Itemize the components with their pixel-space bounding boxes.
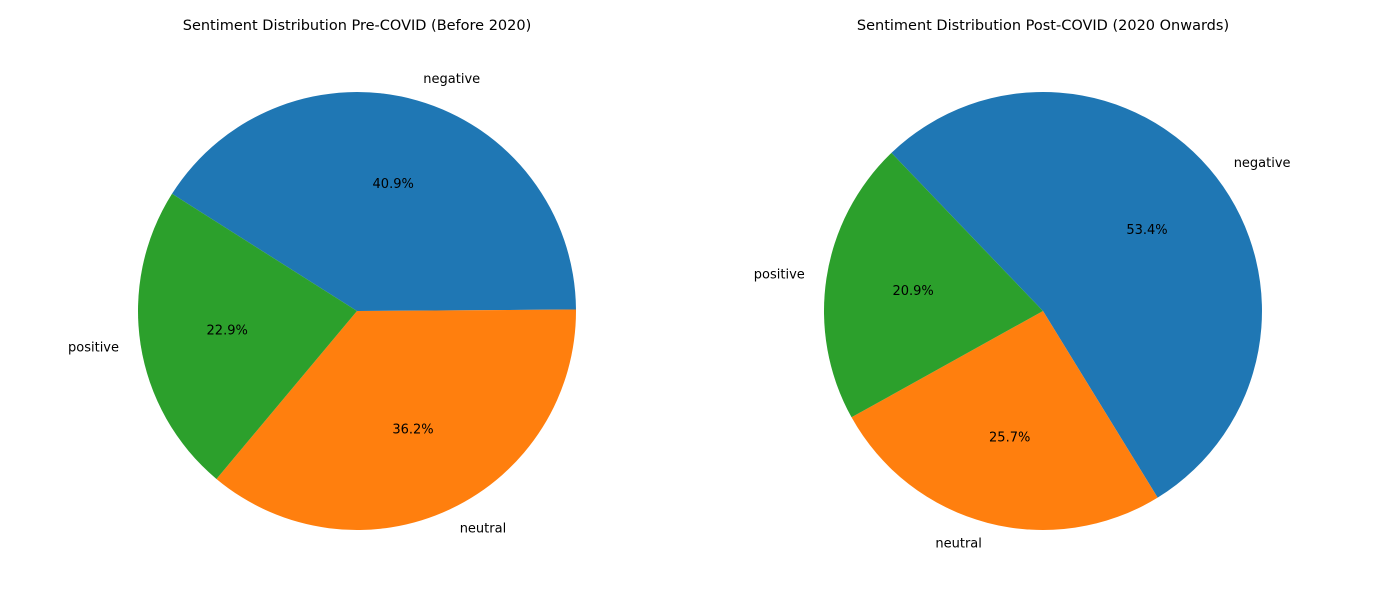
pie-slice-negative — [172, 92, 576, 311]
pie-slice-positive — [823, 152, 1043, 418]
slice-label-positive: positive — [754, 268, 805, 283]
slice-label-positive: positive — [68, 341, 119, 356]
slice-percent-positive: 20.9% — [892, 284, 933, 299]
slice-percent-negative: 53.4% — [1126, 223, 1167, 238]
chart-title-post-covid: Sentiment Distribution Post-COVID (2020 … — [857, 18, 1229, 34]
slice-percent-neutral: 36.2% — [392, 422, 433, 437]
pie-slices-pre-covid: negative 40.9% neutral 36.2% positive 22.9% — [68, 72, 576, 536]
pie-chart-post-covid: Sentiment Distribution Post-COVID (2020 … — [754, 18, 1291, 552]
slice-label-negative: negative — [423, 72, 480, 87]
slice-label-negative: negative — [1234, 156, 1291, 171]
slice-percent-negative: 40.9% — [373, 177, 414, 192]
pie-slice-neutral — [851, 311, 1158, 531]
slice-percent-positive: 22.9% — [207, 324, 248, 339]
slice-percent-neutral: 25.7% — [989, 431, 1030, 446]
chart-title-pre-covid: Sentiment Distribution Pre-COVID (Before… — [183, 18, 532, 34]
pie-slices-post-covid: negative 53.4% neutral 25.7% positive 20.9% — [754, 92, 1291, 552]
pie-chart-pre-covid: Sentiment Distribution Pre-COVID (Before… — [68, 18, 576, 536]
pie-slice-neutral — [216, 309, 576, 530]
slice-label-neutral: neutral — [460, 521, 507, 536]
pie-slice-positive — [137, 193, 357, 479]
pie-slice-negative — [891, 92, 1262, 498]
slice-label-neutral: neutral — [935, 537, 982, 552]
